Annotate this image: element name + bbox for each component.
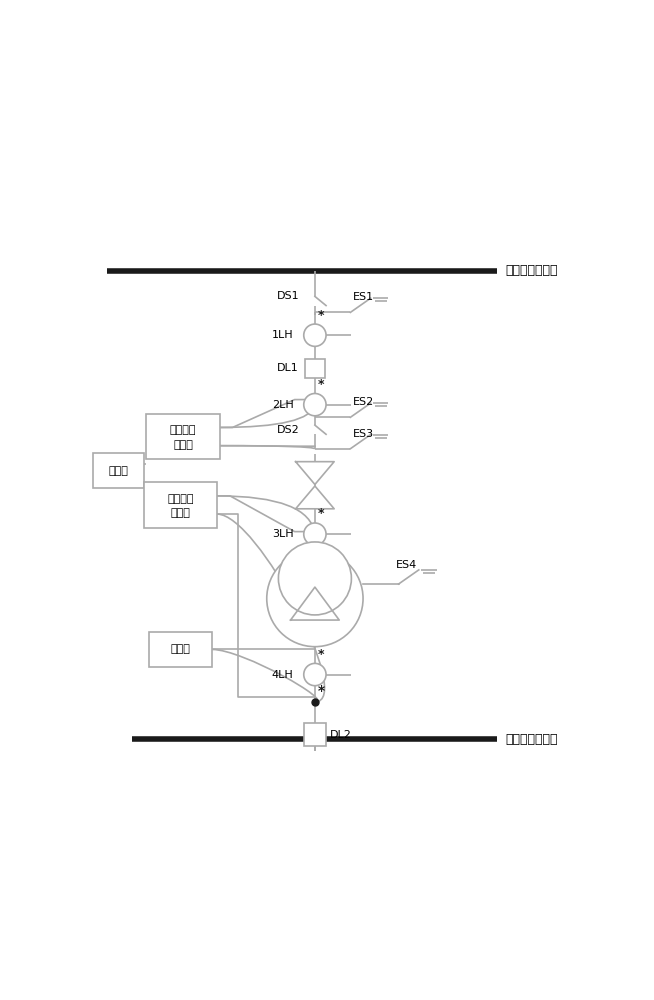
Text: DL1: DL1 (277, 363, 299, 373)
Text: 1LH: 1LH (272, 330, 294, 340)
Circle shape (267, 550, 363, 647)
Bar (146, 414, 220, 459)
Bar (149, 632, 213, 667)
Text: 4LH: 4LH (272, 670, 294, 680)
Bar (305, 359, 324, 378)
Text: *: * (318, 648, 324, 661)
Text: DS2: DS2 (277, 425, 300, 435)
Text: ES1: ES1 (353, 292, 374, 302)
Text: DL2: DL2 (330, 730, 352, 740)
Circle shape (303, 523, 326, 545)
Text: ES3: ES3 (353, 429, 374, 439)
Circle shape (303, 663, 326, 686)
Text: *: * (317, 684, 324, 698)
Bar (144, 482, 217, 528)
Bar (93, 453, 144, 488)
Text: DS1: DS1 (277, 291, 300, 301)
Text: 控装置: 控装置 (173, 440, 193, 450)
Text: 录波器: 录波器 (109, 466, 128, 476)
Text: 变压器保: 变压器保 (167, 494, 194, 504)
Text: 主变低压侧母线: 主变低压侧母线 (505, 733, 557, 746)
Text: 3LH: 3LH (272, 529, 294, 539)
Circle shape (279, 542, 351, 615)
Text: 通流源: 通流源 (171, 644, 190, 654)
Circle shape (303, 324, 326, 346)
Text: 变压器测: 变压器测 (170, 425, 196, 435)
Text: *: * (318, 507, 324, 520)
Text: 主变高压侧母线: 主变高压侧母线 (505, 264, 557, 277)
Circle shape (303, 393, 326, 416)
Text: *: * (318, 378, 324, 391)
Bar (304, 723, 326, 746)
Text: ES4: ES4 (396, 560, 417, 570)
Text: 护装置: 护装置 (171, 508, 190, 518)
Text: *: * (318, 309, 324, 322)
Text: ES2: ES2 (353, 397, 374, 407)
Text: 2LH: 2LH (272, 400, 294, 410)
